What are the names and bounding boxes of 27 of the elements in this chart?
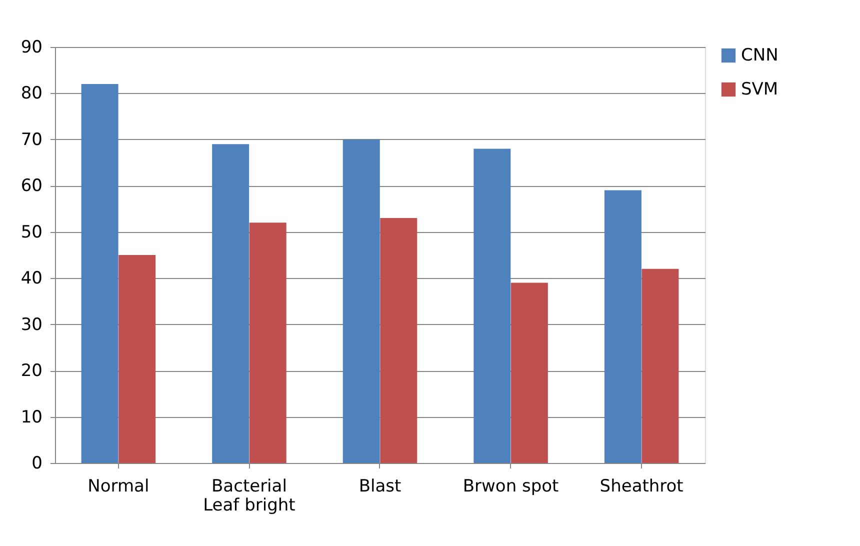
bar (510, 282, 548, 463)
y-tick-label: 70 (20, 130, 42, 150)
bar (118, 255, 156, 463)
bar (604, 190, 642, 463)
y-tick-label: 0 (32, 454, 42, 474)
x-tick-label: Sheathrot (600, 476, 684, 496)
x-tick-label: Bacterial Leaf bright (203, 476, 296, 516)
bar (380, 218, 418, 463)
bar (474, 148, 511, 463)
bar (212, 144, 250, 463)
y-tick-label: 40 (20, 268, 42, 289)
bar (342, 139, 380, 463)
y-tick-label: 30 (20, 314, 42, 335)
bar (249, 222, 286, 463)
bar (81, 84, 118, 463)
y-tick-label: 60 (20, 176, 42, 196)
x-tick-label: Blast (358, 476, 402, 496)
bar (642, 268, 679, 463)
x-tick-label: Normal (88, 476, 150, 496)
legend-label: SVM (741, 80, 778, 100)
y-tick-label: 20 (20, 361, 42, 382)
legend-label: CNN (741, 46, 778, 66)
y-tick-label: 10 (20, 407, 42, 428)
x-tick-label: Brwon spot (462, 476, 560, 496)
y-tick-label: 90 (20, 38, 42, 58)
y-tick-label: 50 (20, 222, 42, 242)
y-tick-label: 80 (20, 84, 42, 104)
